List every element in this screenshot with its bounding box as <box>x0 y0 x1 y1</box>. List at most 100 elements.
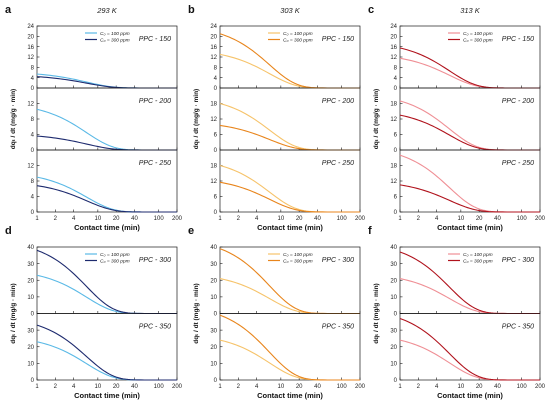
y-tick-label: 20 <box>210 345 217 351</box>
x-tick-label: 4 <box>435 384 439 390</box>
panel-temperature: 303 K <box>280 6 301 15</box>
y-tick-label: 4 <box>31 195 35 201</box>
y-axis-label: dqₜ / dt (mg/g · min) <box>193 89 200 149</box>
subplot-ppc-350: 0 10 20 30 PPC - 350 <box>27 313 178 384</box>
series-line-100ppm <box>219 102 360 151</box>
x-tick-label: 10 <box>277 216 284 222</box>
x-tick-label: 1 <box>35 384 39 390</box>
y-tick-label: 8 <box>31 66 35 72</box>
subplot-label: PPC - 200 <box>322 98 354 105</box>
x-tick-label: 100 <box>154 216 165 222</box>
y-tick-label: 30 <box>27 328 34 334</box>
subplot-ppc-200: 0 4 8 12 PPC - 200 <box>27 87 178 154</box>
y-tick-label: 10 <box>27 362 34 368</box>
x-tick-label: 20 <box>476 384 483 390</box>
x-tick-label: 20 <box>296 384 303 390</box>
y-tick-label: 24 <box>27 24 34 30</box>
x-tick-label: 10 <box>457 384 464 390</box>
y-axis-label: dqₜ / dt (mg/g · min) <box>10 89 17 149</box>
x-tick-label: 2 <box>237 384 241 390</box>
series-line-300ppm <box>219 314 360 381</box>
panel-letter: f <box>368 225 372 237</box>
legend-entry: C₀ = 100 ppm <box>283 31 313 37</box>
x-tick-label: 20 <box>296 216 303 222</box>
x-tick-label: 20 <box>476 216 483 222</box>
y-tick-label: 10 <box>27 295 34 301</box>
subplot-label: PPC - 300 <box>322 257 354 264</box>
y-tick-label: 30 <box>27 262 34 268</box>
y-tick-label: 20 <box>27 35 34 41</box>
x-tick-label: 200 <box>355 216 366 222</box>
legend-entry: C₀ = 100 ppm <box>283 252 313 258</box>
y-tick-label: 0 <box>214 312 218 318</box>
x-tick-label: 20 <box>113 216 120 222</box>
subplot-label: PPC - 350 <box>322 324 354 331</box>
subplot-label: PPC - 300 <box>502 257 534 264</box>
y-tick-label: 12 <box>210 179 217 185</box>
series-line-100ppm <box>399 278 540 315</box>
y-tick-label: 12 <box>27 102 34 108</box>
y-tick-label: 0 <box>31 378 35 384</box>
series-line-300ppm <box>399 184 540 213</box>
legend-entry: C₀ = 100 ppm <box>100 31 130 37</box>
y-tick-label: 12 <box>27 55 34 61</box>
subplot-ppc-350: 0 10 20 30 PPC - 350 <box>210 313 361 384</box>
y-axis-label: dqₜ / dt (mg/g · min) <box>373 89 380 149</box>
x-axis-label: Contact time (min) <box>74 223 140 232</box>
series-line-100ppm <box>399 339 540 381</box>
series-line-100ppm <box>399 100 540 151</box>
subplot-label: PPC - 200 <box>502 98 534 105</box>
y-tick-label: 8 <box>31 179 35 185</box>
y-tick-label: 30 <box>210 328 217 334</box>
x-tick-label: 40 <box>494 384 501 390</box>
y-tick-label: 12 <box>390 117 397 123</box>
x-tick-label: 100 <box>337 216 348 222</box>
x-tick-label: 100 <box>517 216 528 222</box>
x-tick-label: 1 <box>398 384 402 390</box>
panel-letter: a <box>5 4 12 16</box>
y-axis-label: dqₜ / dt (mg/g · min) <box>373 283 380 343</box>
legend-entry: C₀ = 100 ppm <box>100 252 130 258</box>
subplot-label: PPC - 350 <box>502 324 534 331</box>
y-tick-label: 10 <box>210 295 217 301</box>
subplot-label: PPC - 250 <box>139 160 171 167</box>
x-tick-label: 200 <box>535 384 546 390</box>
y-tick-label: 0 <box>394 86 398 92</box>
y-tick-label: 20 <box>210 278 217 284</box>
y-tick-label: 8 <box>214 66 218 72</box>
series-line-100ppm <box>36 176 177 213</box>
series-line-100ppm <box>219 53 360 89</box>
x-tick-label: 200 <box>355 384 366 390</box>
x-axis-label: Contact time (min) <box>257 391 323 400</box>
series-line-100ppm <box>36 341 177 381</box>
subplot-ppc-350: 0 10 20 30 PPC - 350 <box>390 313 541 384</box>
legend-entry: C₀ = 300 ppm <box>100 259 130 265</box>
x-tick-label: 200 <box>172 384 183 390</box>
subplot-label: PPC - 250 <box>502 160 534 167</box>
subplot-ppc-250: 0 6 12 18 PPC - 250 <box>210 149 361 216</box>
x-tick-label: 10 <box>94 216 101 222</box>
x-tick-label: 10 <box>94 384 101 390</box>
y-tick-label: 0 <box>394 312 398 318</box>
subplot-label: PPC - 250 <box>322 160 354 167</box>
legend-entry: C₀ = 300 ppm <box>283 259 313 265</box>
x-tick-label: 100 <box>337 384 348 390</box>
y-tick-label: 0 <box>394 210 398 216</box>
y-tick-label: 10 <box>390 295 397 301</box>
y-tick-label: 0 <box>214 378 218 384</box>
y-tick-label: 0 <box>31 148 35 154</box>
x-tick-label: 10 <box>457 216 464 222</box>
x-tick-label: 4 <box>72 216 76 222</box>
x-tick-label: 40 <box>131 384 138 390</box>
y-tick-label: 6 <box>394 195 398 201</box>
legend-entry: C₀ = 300 ppm <box>463 38 493 44</box>
panel-temperature: 313 K <box>460 6 481 15</box>
series-line-300ppm <box>36 324 177 381</box>
y-tick-label: 40 <box>390 245 397 251</box>
x-tick-label: 40 <box>131 216 138 222</box>
